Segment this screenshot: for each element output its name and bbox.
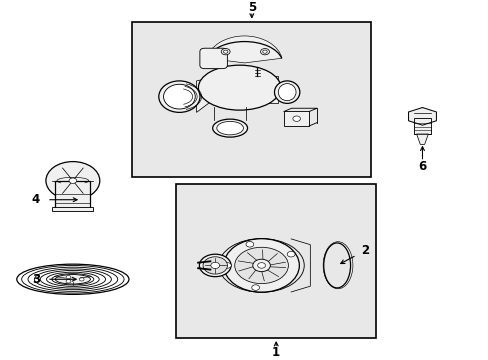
FancyBboxPatch shape [200, 48, 227, 69]
Ellipse shape [216, 121, 243, 135]
Circle shape [221, 49, 230, 55]
Circle shape [69, 178, 77, 183]
Text: 6: 6 [418, 160, 426, 173]
Text: 1: 1 [272, 346, 280, 359]
Bar [132, 22, 370, 177]
Polygon shape [196, 76, 217, 112]
Circle shape [262, 50, 266, 53]
Circle shape [292, 116, 300, 121]
Polygon shape [416, 134, 427, 144]
Circle shape [223, 50, 227, 53]
Ellipse shape [163, 84, 195, 109]
Bar [414, 118, 429, 134]
Circle shape [260, 49, 269, 55]
Ellipse shape [278, 84, 295, 101]
Circle shape [251, 285, 259, 291]
Ellipse shape [203, 257, 227, 274]
Circle shape [79, 278, 84, 281]
Bar [176, 184, 375, 338]
Bar [52, 207, 93, 211]
Circle shape [245, 242, 253, 247]
Bar [55, 181, 90, 208]
Ellipse shape [212, 119, 247, 137]
Circle shape [252, 259, 270, 272]
Ellipse shape [274, 81, 299, 103]
Circle shape [286, 251, 294, 257]
Circle shape [210, 262, 219, 269]
Text: 4: 4 [32, 193, 40, 206]
Text: 5: 5 [247, 1, 255, 14]
Circle shape [66, 280, 71, 283]
Ellipse shape [199, 254, 231, 277]
Wedge shape [206, 36, 282, 63]
Circle shape [257, 263, 265, 268]
Text: 3: 3 [32, 273, 40, 286]
Ellipse shape [224, 239, 299, 292]
Text: 2: 2 [361, 244, 369, 257]
Ellipse shape [234, 247, 288, 284]
Circle shape [223, 263, 231, 268]
Polygon shape [245, 76, 277, 103]
Ellipse shape [55, 275, 90, 284]
Polygon shape [407, 108, 435, 125]
Bar [284, 112, 309, 126]
Circle shape [66, 275, 71, 279]
Circle shape [46, 162, 100, 200]
Ellipse shape [198, 65, 280, 110]
Ellipse shape [159, 81, 200, 112]
